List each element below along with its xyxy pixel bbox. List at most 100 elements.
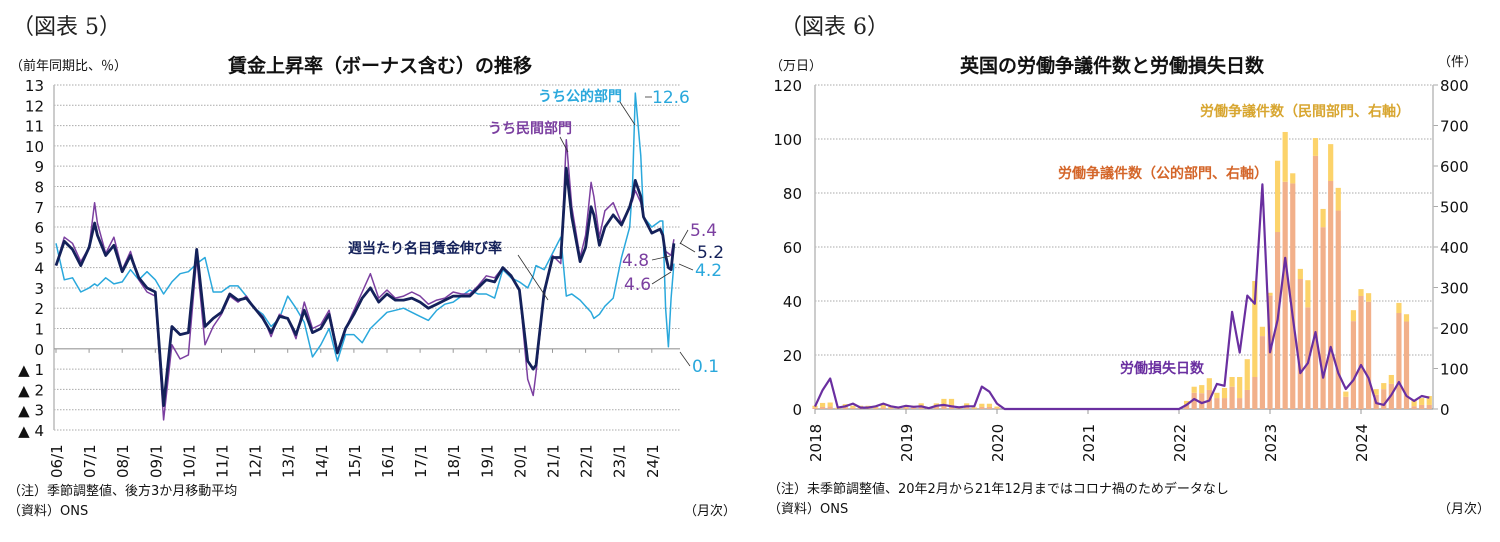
bar-private-sector [941,398,947,405]
series-line-working-days-lost [814,183,1430,411]
bar-public-sector [933,406,939,409]
bar-public-sector [1214,398,1220,409]
y-tick-label: ▲ 1 [18,361,44,379]
bar-public-sector [903,407,909,409]
bar-private-sector [1312,138,1319,156]
bar-public-sector [1411,406,1417,409]
bar-public-sector [1365,301,1372,409]
bar-public-sector [910,407,917,409]
bar-private-sector [1199,385,1205,394]
public-peak-value: 12.6 [652,88,690,108]
weekly-wage-label: 週当たり名目賃金伸び率 [348,240,502,257]
bar-private-sector [1305,280,1311,308]
annotation-leader-line [619,101,636,126]
bar-private-sector [850,405,856,408]
annotation-leader-line [679,242,696,253]
bar-public-sector [1282,181,1288,409]
chart5-x-unit: （月次） [684,503,736,519]
bar-private-sector [1365,293,1372,302]
x-tick-label: 2019 [898,424,916,462]
y-tick-label: 2 [34,300,44,318]
bar-private-sector [1388,374,1394,384]
bar-private-sector [964,403,970,407]
bar-private-sector [1358,289,1364,297]
chart5-title: 賃金上昇率（ボーナス含む）の推移 [227,54,532,77]
annotation-leader-line [651,255,671,261]
bar-private-sector [1328,144,1334,181]
bar-private-sector [1403,314,1410,322]
bar-private-sector [812,405,818,408]
bar-public-sector [1259,336,1266,409]
bar-private-sector [1426,396,1432,405]
x-tick-label: 2018 [807,424,825,462]
bar-private-sector [994,406,1000,409]
y-tick-label: 0 [34,341,44,359]
bar-private-sector [918,403,924,407]
bar-private-sector [1183,400,1190,405]
chart6-title: 英国の労働争議件数と労働損失日数 [960,54,1265,77]
left-y-tick-label: 0 [792,401,802,419]
x-tick-label: 16/1 [379,444,397,478]
x-tick-label: 07/1 [81,444,99,478]
bar-private-sector [1229,377,1235,387]
annotation-leader-line [559,136,569,153]
x-tick-label: 2024 [1353,424,1371,462]
bar-private-sector [1419,398,1425,405]
bar-private-sector [1381,383,1387,390]
y-tick-label: 6 [34,219,44,237]
bar-public-sector [941,404,947,409]
bar-private-sector [827,402,833,407]
left-y-tick-label: 120 [773,77,802,95]
right-y-tick-label: 0 [1440,401,1450,419]
chart5-y-unit: （前年同期比、％） [10,58,127,74]
bar-public-sector [812,407,818,409]
private-trough-value: 4.6 [624,275,651,295]
right-y-tick-label: 300 [1440,280,1469,298]
chart5-note: （注）季節調整値、後方3か月移動平均 [8,483,237,499]
bar-private-sector [1373,389,1379,395]
bar-public-sector [1403,321,1410,409]
right-y-tick-label: 400 [1440,239,1469,257]
right-y-tick-label: 200 [1440,320,1469,338]
bar-private-sector [971,407,977,409]
chart5-source: （資料）ONS [8,504,88,519]
bar-public-sector [1199,393,1205,409]
y-tick-label: 9 [34,158,44,176]
x-tick-label: 21/1 [545,444,563,478]
x-tick-label: 18/1 [445,444,463,478]
bar-private-sector [1335,187,1341,211]
bar-private-sector [1267,292,1273,296]
bar-private-sector [873,406,879,409]
x-tick-label: 24/1 [644,444,662,478]
figure-5-label: （図表 5） [12,15,121,40]
bar-private-sector [1191,386,1197,393]
x-tick-label: 12/1 [247,444,265,478]
left-y-tick-label: 60 [783,239,802,257]
bar-public-sector [1221,398,1228,409]
y-tick-label: 4 [34,260,44,278]
left-y-tick-label: 80 [783,185,802,203]
bar-public-sector [1335,210,1341,409]
bar-private-sector [1206,378,1212,390]
chart6-x-unit: （月次） [1438,501,1490,517]
private-sector-label: うち民間部門 [488,120,572,137]
x-tick-label: 15/1 [346,444,364,478]
y-tick-label: 13 [25,77,44,95]
annotation-leader-line [651,271,672,285]
x-tick-label: 14/1 [313,444,331,478]
bar-private-sector [1297,268,1303,279]
chart6-note: （注）未季節調整値、20年2月から21年12月まではコロナ禍のためデータなし [768,481,1229,497]
x-tick-label: 2021 [1080,424,1098,462]
bar-private-sector [1274,160,1281,233]
y-tick-label: 3 [34,280,44,298]
bar-public-sector [842,407,848,409]
bar-private-sector [986,403,993,407]
x-tick-label: 20/1 [511,444,529,478]
chart6-source: （資料）ONS [768,502,848,517]
bar-private-sector [819,402,826,407]
annotation-leader-line [678,263,694,271]
chart6-left-unit: （万日） [770,59,822,74]
y-tick-label: 5 [34,239,44,257]
bar-public-sector [1229,386,1235,409]
